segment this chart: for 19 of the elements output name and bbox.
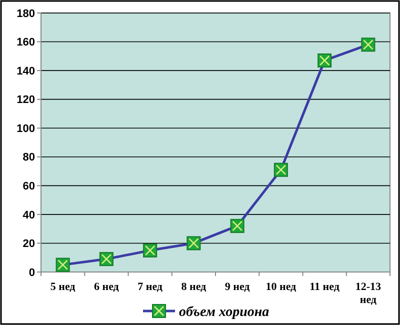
y-tick-label: 100 [16,122,35,135]
y-tick-label: 80 [22,152,35,164]
x-tick-label: 7 нед [138,281,163,293]
y-tick-label: 120 [16,94,35,106]
y-tick-label: 40 [22,209,35,222]
x-tick-label: 9 нед [224,281,250,293]
y-tick-label: 180 [16,8,35,20]
x-tick-label: 5 нед [50,281,76,293]
y-tick-label: 20 [22,238,35,250]
y-tick-label: 160 [16,36,35,49]
x-tick-label: 12-13 нед [355,281,382,306]
x-tick-label: 6 нед [94,281,120,293]
y-tick-label: 60 [22,180,35,193]
x-tick-label: 10 нед [266,281,297,293]
x-tick-label: 11 нед [310,281,340,293]
y-tick-label: 0 [28,266,35,279]
y-tick-label: 140 [16,65,35,78]
x-tick-label: 8 нед [181,281,207,293]
legend-label: объем хориона [179,304,270,320]
